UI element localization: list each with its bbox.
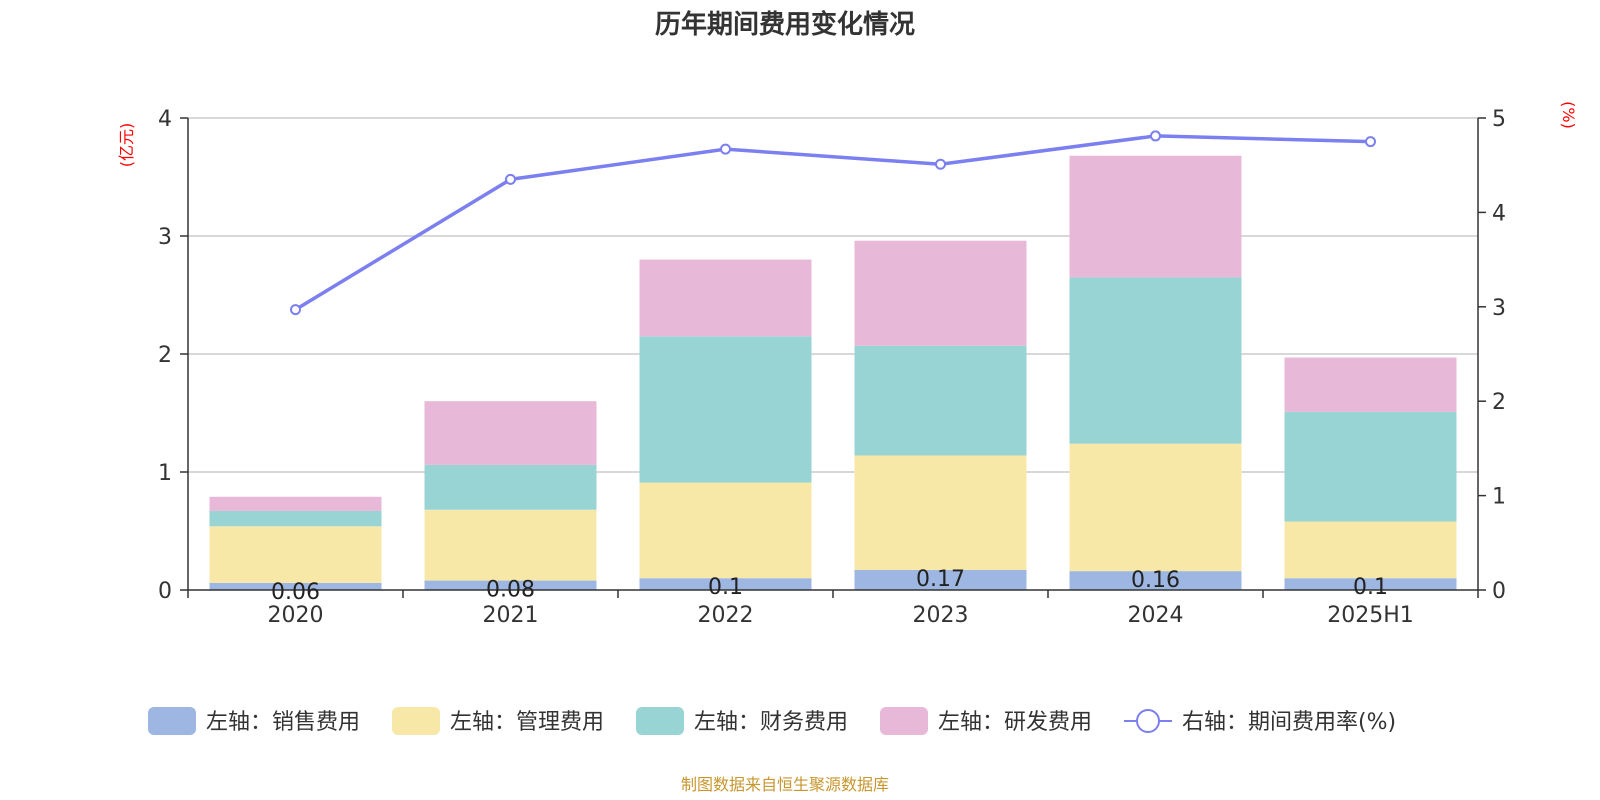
bar-segment-3 <box>1069 277 1242 444</box>
x-category-label: 2020 <box>268 603 324 628</box>
bar-segment-4 <box>639 259 812 337</box>
left-tick-label: 3 <box>158 225 172 250</box>
bar-series-group <box>209 155 1457 590</box>
legend-label: 左轴：财务费用 <box>694 710 848 735</box>
rate-line <box>294 134 1371 312</box>
grid-lines <box>188 117 1478 473</box>
rate-line-point <box>935 158 946 170</box>
rate-line-point <box>505 173 516 185</box>
bar-segment-1 <box>209 582 382 590</box>
x-category-label: 2022 <box>698 603 754 628</box>
right-tick-label: 5 <box>1492 107 1506 132</box>
legend-label: 右轴：期间费用率(%) <box>1182 710 1396 735</box>
bar-segment-3 <box>854 345 1027 456</box>
left-tick-label: 1 <box>158 461 172 486</box>
bar-segment-1 <box>639 578 812 590</box>
bar-segment-4 <box>1069 155 1242 278</box>
x-category-label: 2025H1 <box>1327 603 1414 628</box>
axes-group: 0 1 2 3 4 0 1 2 3 4 5 2020 2021 2022 2023 2024 2025H1 <box>158 107 1506 628</box>
legend-label: 左轴：销售费用 <box>206 710 360 735</box>
legend-label: 左轴：研发费用 <box>938 710 1092 735</box>
rate-line-point <box>290 304 301 316</box>
right-axis-unit: (%) <box>1559 101 1578 129</box>
right-tick-label: 0 <box>1492 579 1506 604</box>
bar-segment-3 <box>1284 411 1457 522</box>
left-axis-unit: (亿元) <box>117 123 136 168</box>
rate-line-group <box>290 130 1376 316</box>
left-tick-label: 0 <box>158 579 172 604</box>
bar-segment-2 <box>854 455 1027 570</box>
legend-swatch <box>880 707 928 735</box>
data-labels-group: 0.06 0.08 0.1 0.17 0.16 0.1 <box>271 567 1388 605</box>
bar-segment-2 <box>1069 443 1242 572</box>
bar-segment-1 <box>424 580 597 590</box>
bar-data-label: 0.17 <box>916 567 965 592</box>
legend-swatch <box>636 707 684 735</box>
bar-data-label: 0.08 <box>486 578 535 603</box>
bar-segment-1 <box>854 569 1027 590</box>
legend-swatch <box>148 707 196 735</box>
bar-segment-1 <box>1069 571 1242 590</box>
left-tick-label: 4 <box>158 107 172 132</box>
x-category-label: 2021 <box>483 603 539 628</box>
bar-data-label: 0.1 <box>708 575 743 600</box>
bar-segment-3 <box>209 510 382 527</box>
bar-segment-4 <box>854 240 1027 346</box>
right-tick-label: 2 <box>1492 390 1506 415</box>
bar-data-label: 0.16 <box>1131 568 1180 593</box>
bar-segment-4 <box>424 401 597 465</box>
bar-data-label: 0.1 <box>1353 575 1388 600</box>
rate-line-point <box>1150 130 1161 142</box>
legend: 左轴：销售费用 左轴：管理费用 左轴：财务费用 左轴：研发费用 右轴：期间费用率(%) <box>148 707 1396 735</box>
x-category-label: 2023 <box>913 603 969 628</box>
left-tick-label: 2 <box>158 343 172 368</box>
legend-label: 左轴：管理费用 <box>450 710 604 735</box>
bar-segment-3 <box>639 336 812 483</box>
rate-line-point <box>1365 136 1376 148</box>
chart-title: 历年期间费用变化情况 <box>655 9 915 40</box>
legend-swatch <box>392 707 440 735</box>
bar-segment-3 <box>424 464 597 510</box>
bar-segment-2 <box>424 509 597 581</box>
rate-line-point <box>720 143 731 155</box>
bar-segment-2 <box>209 526 382 583</box>
right-tick-label: 4 <box>1492 201 1506 226</box>
bar-segment-2 <box>639 482 812 579</box>
legend-line-marker <box>1136 709 1160 733</box>
x-category-label: 2024 <box>1128 603 1184 628</box>
right-tick-label: 1 <box>1492 485 1506 510</box>
bar-segment-4 <box>1284 357 1457 412</box>
bar-segment-1 <box>1284 578 1457 590</box>
bar-data-label: 0.06 <box>271 580 320 605</box>
bar-segment-2 <box>1284 521 1457 579</box>
right-tick-label: 3 <box>1492 296 1506 321</box>
bar-segment-4 <box>209 496 382 511</box>
data-source-note: 制图数据来自恒生聚源数据库 <box>681 775 889 794</box>
